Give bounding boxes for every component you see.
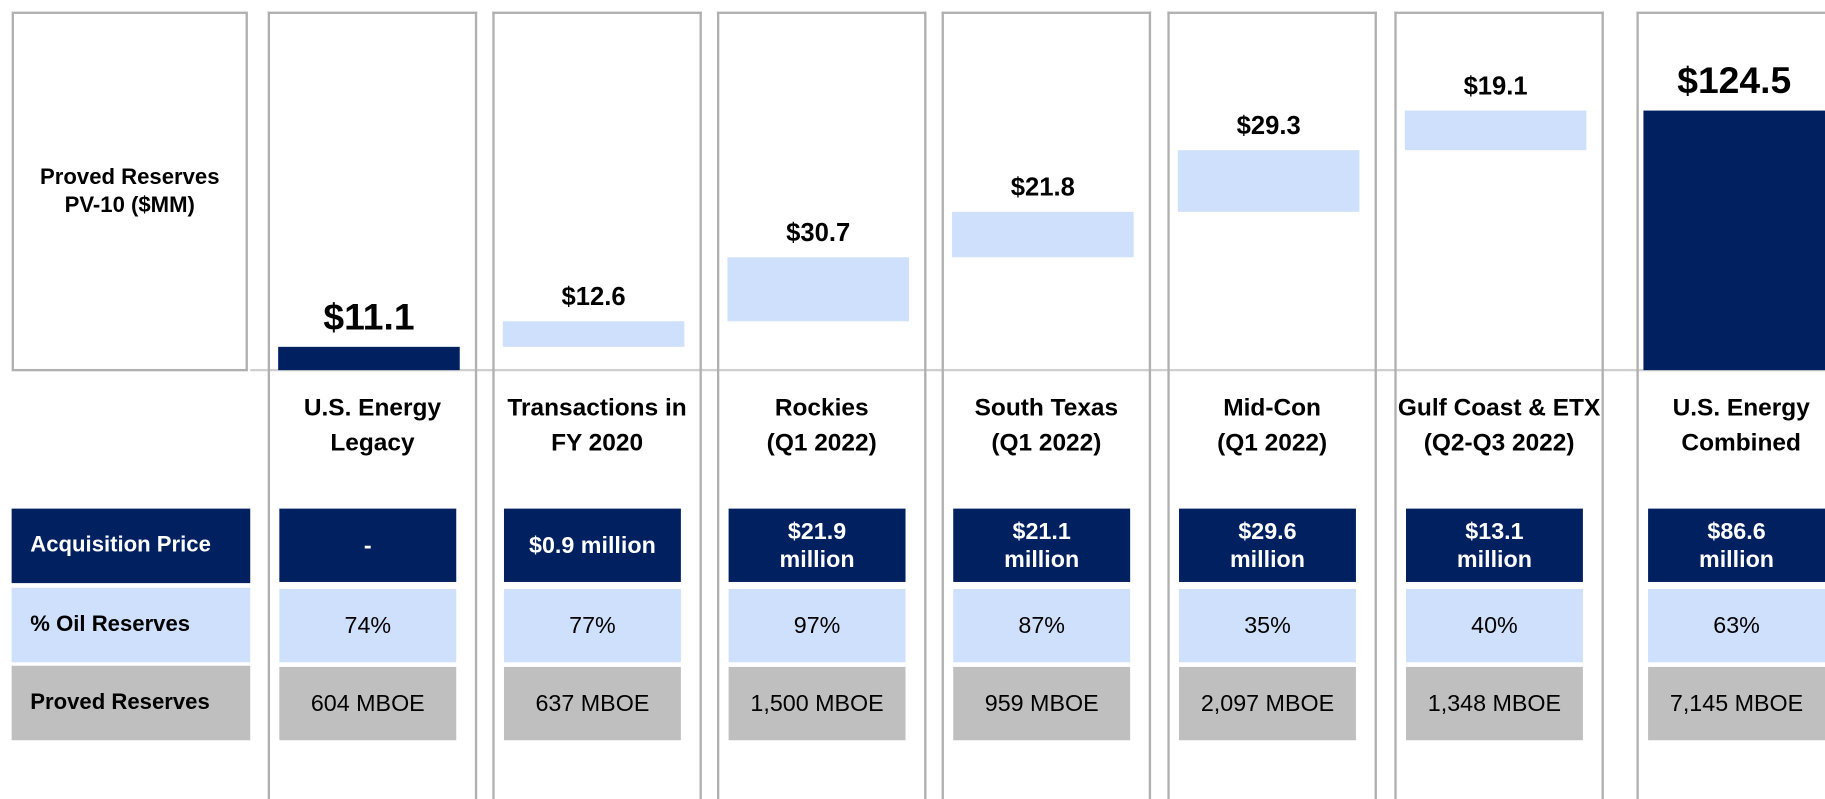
y-label-line: PV-10 ($MM): [64, 193, 195, 218]
row-label: % Oil Reserves: [11, 587, 251, 663]
table-cell: 40%: [1405, 588, 1583, 663]
table-cell: 604 MBOE: [279, 666, 457, 741]
column-frame: [267, 11, 478, 799]
table-cell: 74%: [279, 588, 457, 663]
label-box: [11, 11, 248, 372]
table-cell: 87%: [953, 588, 1131, 663]
bar: [727, 256, 910, 321]
category-label: Rockies (Q1 2022): [766, 394, 877, 457]
column-frame: [941, 11, 1152, 799]
category-label: U.S. Energy Legacy: [303, 394, 442, 457]
bar: [502, 320, 685, 347]
table-cell: $86.6 million: [1648, 508, 1825, 582]
baseline: [250, 368, 1825, 372]
table-cell: $0.9 million: [503, 508, 681, 582]
table-cell: 1,348 MBOE: [1405, 666, 1583, 741]
table-cell: 35%: [1179, 588, 1356, 663]
value-label: $29.3: [1236, 110, 1301, 140]
category-label: South Texas (Q1 2022): [974, 394, 1119, 457]
bar: [1404, 110, 1587, 151]
column-frame: [1394, 11, 1604, 799]
column-frame: [1636, 11, 1825, 799]
bar: [278, 346, 460, 371]
value-label: $21.8: [1010, 171, 1075, 201]
table-cell: $13.1 million: [1405, 508, 1583, 582]
table-cell: -: [279, 508, 457, 582]
category-label: U.S. Energy Combined: [1672, 394, 1810, 457]
table-cell: 637 MBOE: [503, 666, 681, 741]
y-axis-label: Proved Reserves PV-10 ($MM): [12, 164, 248, 220]
value-label: $11.1: [323, 295, 415, 338]
table-cell: 1,500 MBOE: [728, 666, 906, 741]
value-label: $124.5: [1677, 59, 1792, 102]
table-cell: 63%: [1648, 588, 1825, 663]
table-cell: $21.1 million: [953, 508, 1131, 582]
table-cell: 2,097 MBOE: [1179, 666, 1356, 741]
category-label: Gulf Coast & ETX (Q2-Q3 2022): [1397, 394, 1601, 457]
table-cell: 7,145 MBOE: [1648, 666, 1825, 741]
bar: [1177, 150, 1360, 212]
column-frame: [492, 11, 702, 799]
row-label: Acquisition Price: [11, 508, 251, 584]
value-label: $30.7: [786, 217, 851, 247]
value-label: $12.6: [561, 281, 626, 311]
table-cell: 959 MBOE: [953, 666, 1131, 741]
category-label: Mid-Con (Q1 2022): [1217, 394, 1328, 457]
table-cell: $29.6 million: [1179, 508, 1356, 582]
bar: [952, 211, 1134, 257]
row-label: Proved Reserves: [11, 665, 251, 741]
category-label: Transactions in FY 2020: [507, 394, 687, 457]
y-label-line: Proved Reserves: [40, 165, 220, 190]
column-frame: [716, 11, 927, 799]
table-cell: 77%: [503, 588, 681, 663]
table-cell: $21.9 million: [728, 508, 906, 582]
column-frame: [1167, 11, 1377, 799]
value-label: $19.1: [1463, 70, 1528, 101]
table-cell: 97%: [728, 588, 906, 663]
bar: [1643, 110, 1825, 371]
